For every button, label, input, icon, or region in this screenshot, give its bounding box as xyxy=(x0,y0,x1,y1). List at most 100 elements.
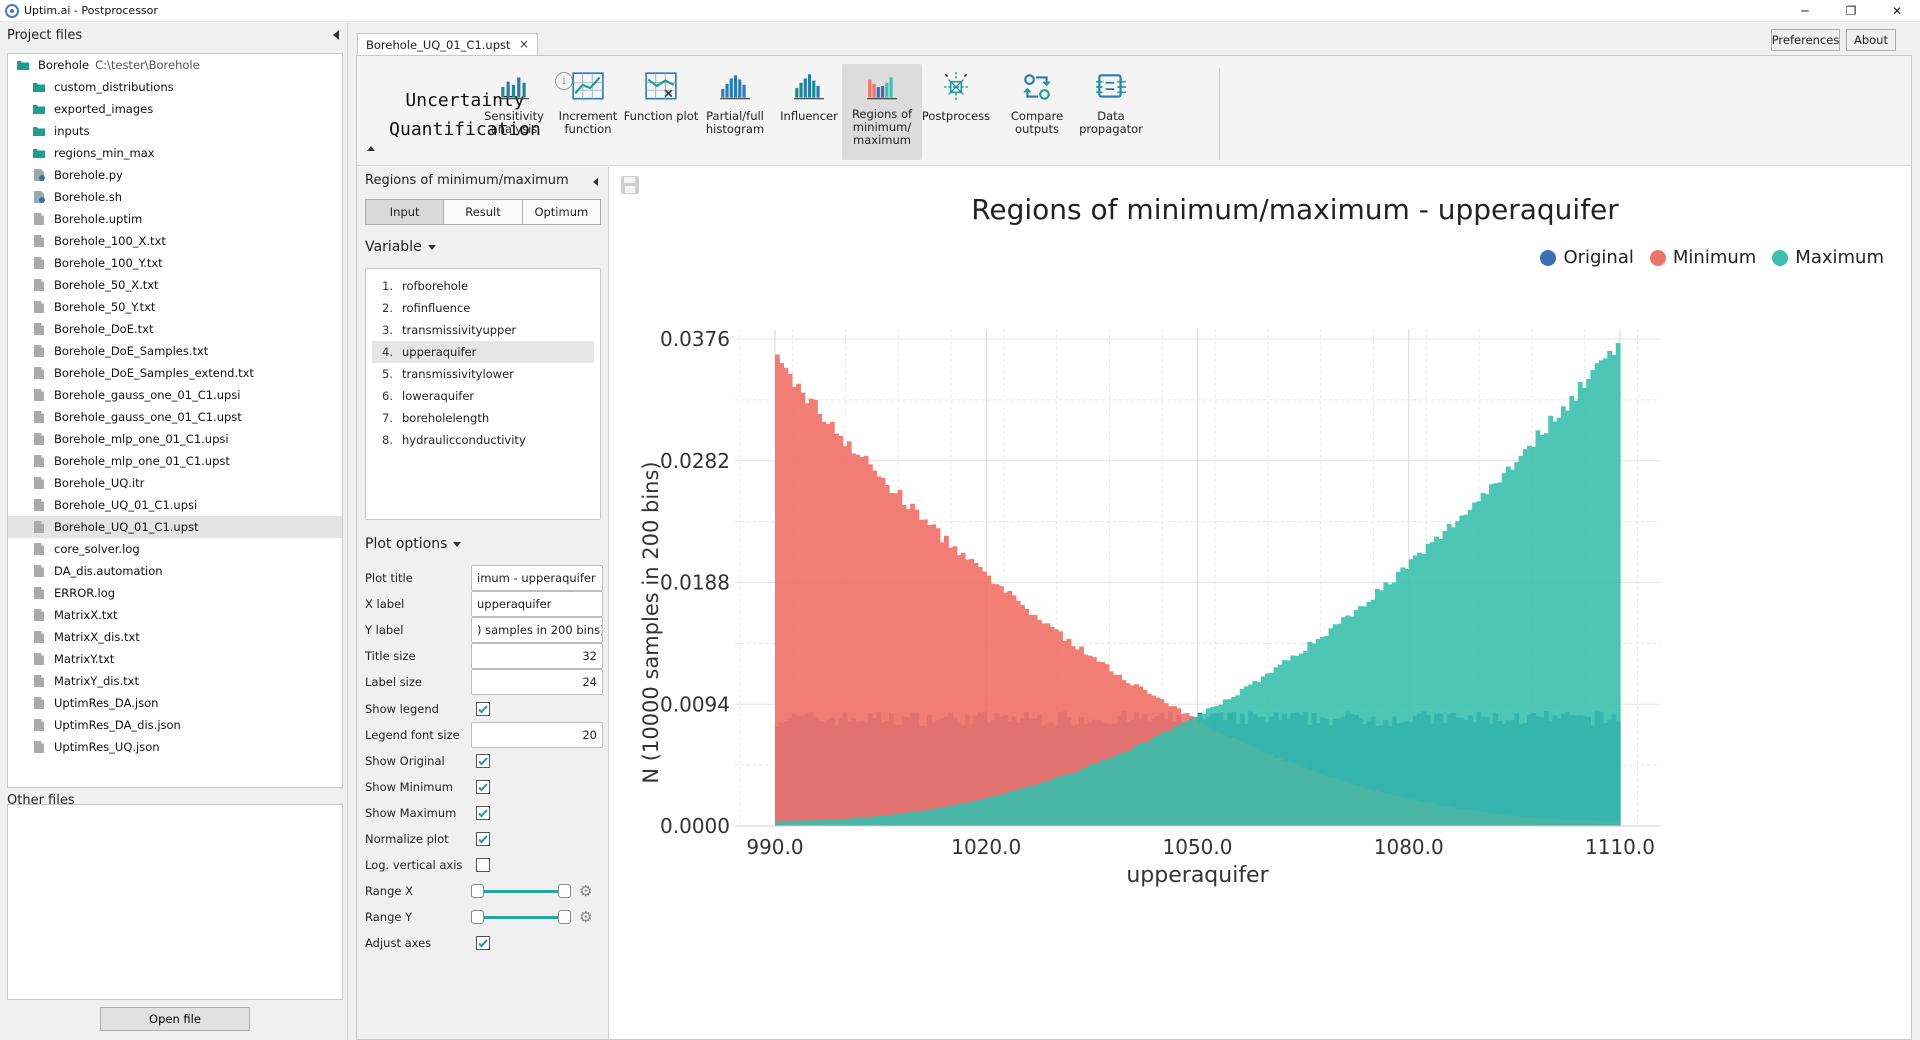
script-file-icon xyxy=(34,191,45,203)
legend-item: Original xyxy=(1540,247,1634,268)
tree-file[interactable]: Borehole.sh xyxy=(8,186,342,208)
about-button[interactable]: About xyxy=(1846,29,1896,51)
tree-file[interactable]: MatrixY_dis.txt xyxy=(8,670,342,692)
checkbox[interactable] xyxy=(476,858,490,873)
plot-option-input[interactable]: 20 xyxy=(471,721,603,748)
close-tab-icon[interactable]: × xyxy=(518,37,529,51)
histogram-bar xyxy=(1104,759,1110,826)
tree-file[interactable]: Borehole_50_X.txt xyxy=(8,274,342,296)
ribbon-button-increment[interactable]: Increment function xyxy=(548,64,628,160)
plot-option-input[interactable]: 32 xyxy=(471,643,603,670)
slider-handle-max[interactable] xyxy=(558,884,571,899)
ribbon-button-propagator[interactable]: Data propagator xyxy=(1071,64,1151,160)
checkbox[interactable] xyxy=(476,936,490,951)
preferences-button[interactable]: Preferences xyxy=(1771,29,1840,51)
gear-icon[interactable]: ⚙ xyxy=(579,882,593,901)
checkbox[interactable] xyxy=(476,805,490,820)
range-slider[interactable] xyxy=(471,884,571,899)
slider-handle-min[interactable] xyxy=(471,910,484,925)
tree-file[interactable]: Borehole_DoE.txt xyxy=(8,318,342,340)
plot-option-input[interactable]: 24 xyxy=(471,669,603,696)
segment-optimum[interactable]: Optimum xyxy=(522,200,600,224)
ribbon-button-sensitivity[interactable]: Sensitivity analysis xyxy=(474,64,554,160)
plot-options-dropdown[interactable]: Plot options xyxy=(365,536,462,552)
close-window-button[interactable]: ✕ xyxy=(1891,4,1903,18)
collapse-ribbon-icon[interactable] xyxy=(367,146,375,151)
ribbon-button-histogram[interactable]: Partial/full histogram xyxy=(695,64,775,160)
ribbon-button-regions[interactable]: Regions of minimum/ maximum xyxy=(842,64,922,160)
histogram-bar xyxy=(1396,571,1401,826)
project-tree[interactable]: Borehole C:\tester\Borehole custom_distr… xyxy=(7,53,343,788)
range-slider[interactable] xyxy=(471,910,571,925)
tree-file[interactable]: Borehole_100_Y.txt xyxy=(8,252,342,274)
ribbon-button-compare[interactable]: Compare outputs xyxy=(997,64,1077,160)
checkbox[interactable] xyxy=(476,832,490,846)
tree-file[interactable]: ERROR.log xyxy=(8,582,342,604)
tree-file[interactable]: MatrixY.txt xyxy=(8,648,342,670)
variable-item[interactable]: 2. rofinfluence xyxy=(372,297,594,319)
tree-file[interactable]: Borehole_gauss_one_01_C1.upst xyxy=(8,406,342,428)
checkbox[interactable] xyxy=(476,753,490,768)
collapse-left-icon[interactable] xyxy=(333,30,339,40)
tree-file[interactable]: UptimRes_DA.json xyxy=(8,692,342,714)
tree-file[interactable]: Borehole_gauss_one_01_C1.upsi xyxy=(8,384,342,406)
tree-file[interactable]: Borehole.uptim xyxy=(8,208,342,230)
maximize-button[interactable]: ❐ xyxy=(1845,4,1857,18)
tree-file[interactable]: Borehole_UQ.itr xyxy=(8,472,342,494)
plot-option-input[interactable]: ) samples in 200 bins) xyxy=(471,617,603,644)
plot-option-input[interactable]: upperaquifer xyxy=(471,591,603,618)
variable-item[interactable]: 6. loweraquifer xyxy=(372,385,594,407)
tree-file[interactable]: MatrixX.txt xyxy=(8,604,342,626)
tree-file[interactable]: UptimRes_UQ.json xyxy=(8,736,342,758)
collapse-options-icon[interactable] xyxy=(593,178,598,186)
tree-file[interactable]: Borehole_mlp_one_01_C1.upst xyxy=(8,450,342,472)
tree-file[interactable]: Borehole_UQ_01_C1.upst xyxy=(8,516,342,538)
tree-file[interactable]: UptimRes_DA_dis.json xyxy=(8,714,342,736)
tree-file[interactable]: core_solver.log xyxy=(8,538,342,560)
variable-list[interactable]: 1. rofborehole 2. rofinfluence 3. transmissiv… xyxy=(365,268,601,520)
variable-item[interactable]: 1. rofborehole xyxy=(372,275,594,297)
tab-borehole-uq[interactable]: Borehole_UQ_01_C1.upst × xyxy=(357,33,538,55)
plot-option-label: Show legend xyxy=(365,701,439,716)
variable-item[interactable]: 4. upperaquifer xyxy=(372,341,594,363)
tree-folder[interactable]: inputs xyxy=(8,120,342,142)
tree-file[interactable]: DA_dis.automation xyxy=(8,560,342,582)
tree-folder[interactable]: custom_distributions xyxy=(8,76,342,98)
checkbox[interactable] xyxy=(476,779,490,794)
histogram-bar xyxy=(1045,623,1051,826)
tree-file[interactable]: Borehole_50_Y.txt xyxy=(8,296,342,318)
ribbon-button-postprocess[interactable]: Postprocess xyxy=(916,64,996,160)
ribbon-button-function[interactable]: Function plot xyxy=(621,64,701,160)
histogram-bar xyxy=(994,795,1000,826)
tree-root[interactable]: Borehole C:\tester\Borehole xyxy=(8,54,342,76)
checkmark-icon xyxy=(478,757,488,766)
plot-option-row: Title size 32 xyxy=(365,643,603,670)
variable-dropdown[interactable]: Variable xyxy=(365,239,436,255)
tree-file[interactable]: Borehole_DoE_Samples_extend.txt xyxy=(8,362,342,384)
tree-file[interactable]: Borehole_mlp_one_01_C1.upsi xyxy=(8,428,342,450)
other-files-list[interactable] xyxy=(7,804,343,1000)
variable-item[interactable]: 5. transmissivitylower xyxy=(372,363,594,385)
tree-folder[interactable]: regions_min_max xyxy=(8,142,342,164)
save-icon[interactable] xyxy=(620,175,640,195)
segment-input[interactable]: Input xyxy=(366,200,445,224)
checkbox[interactable] xyxy=(476,701,490,716)
variable-item[interactable]: 8. hydraulicconductivity xyxy=(372,429,594,451)
variable-item[interactable]: 3. transmissivityupper xyxy=(372,319,594,341)
tree-file[interactable]: Borehole.py xyxy=(8,164,342,186)
tree-file[interactable]: Borehole_UQ_01_C1.upsi xyxy=(8,494,342,516)
slider-handle-max[interactable] xyxy=(558,910,571,925)
tree-file[interactable]: MatrixX_dis.txt xyxy=(8,626,342,648)
variable-item[interactable]: 7. boreholelength xyxy=(372,407,594,429)
tree-file[interactable]: Borehole_DoE_Samples.txt xyxy=(8,340,342,362)
tree-folder[interactable]: exported_images xyxy=(8,98,342,120)
open-file-button[interactable]: Open file xyxy=(100,1007,250,1031)
tree-file[interactable]: Borehole_100_X.txt xyxy=(8,230,342,252)
gear-icon[interactable]: ⚙ xyxy=(579,908,593,927)
ribbon-button-influencer[interactable]: Influencer xyxy=(769,64,849,160)
slider-handle-min[interactable] xyxy=(471,884,484,899)
plot-option-input[interactable]: imum - upperaquifer xyxy=(471,565,603,591)
histogram-bar xyxy=(838,435,844,826)
minimize-button[interactable]: ─ xyxy=(1801,4,1809,18)
segment-result[interactable]: Result xyxy=(444,200,523,224)
